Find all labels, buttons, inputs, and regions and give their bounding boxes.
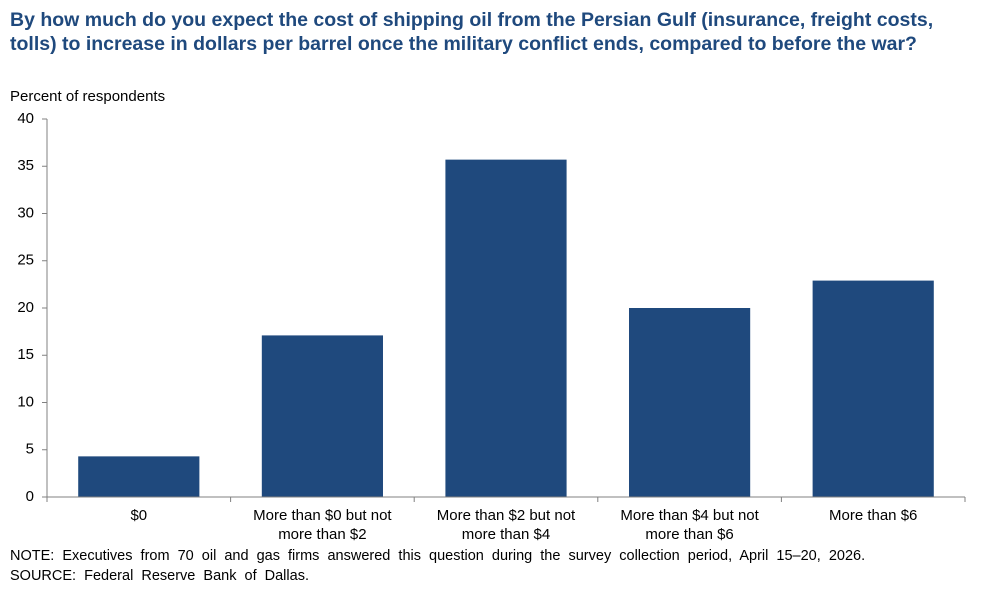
- x-tick-label: More than $2 but not more than $4: [436, 507, 576, 543]
- bar: [812, 280, 934, 497]
- bar: [629, 308, 751, 497]
- x-tick-label: More than $6: [828, 507, 918, 524]
- bar: [78, 456, 200, 497]
- y-tick-label: 30: [17, 204, 34, 221]
- y-tick-label: 20: [17, 299, 34, 316]
- bar: [445, 159, 567, 497]
- y-axis-label: Percent of respondents: [10, 88, 166, 105]
- y-tick-label: 0: [26, 488, 34, 505]
- y-tick-label: 35: [17, 157, 34, 174]
- chart-title: By how much do you expect the cost of sh…: [10, 9, 934, 55]
- x-tick-label: More than $4 but not more than $6: [620, 507, 759, 543]
- x-tick-label: $0: [130, 507, 148, 524]
- source: SOURCE: Federal Reserve Bank of Dallas.: [10, 568, 309, 584]
- y-tick-label: 15: [17, 346, 34, 363]
- bar: [261, 335, 383, 497]
- y-tick-label: 25: [17, 252, 34, 269]
- y-tick-label: 10: [17, 393, 34, 410]
- y-tick-label: 40: [17, 110, 34, 127]
- x-tick-label: More than $0 but not more than $2: [253, 507, 392, 543]
- note: NOTE: Executives from 70 oil and gas fir…: [10, 548, 866, 564]
- y-tick-label: 5: [26, 441, 34, 458]
